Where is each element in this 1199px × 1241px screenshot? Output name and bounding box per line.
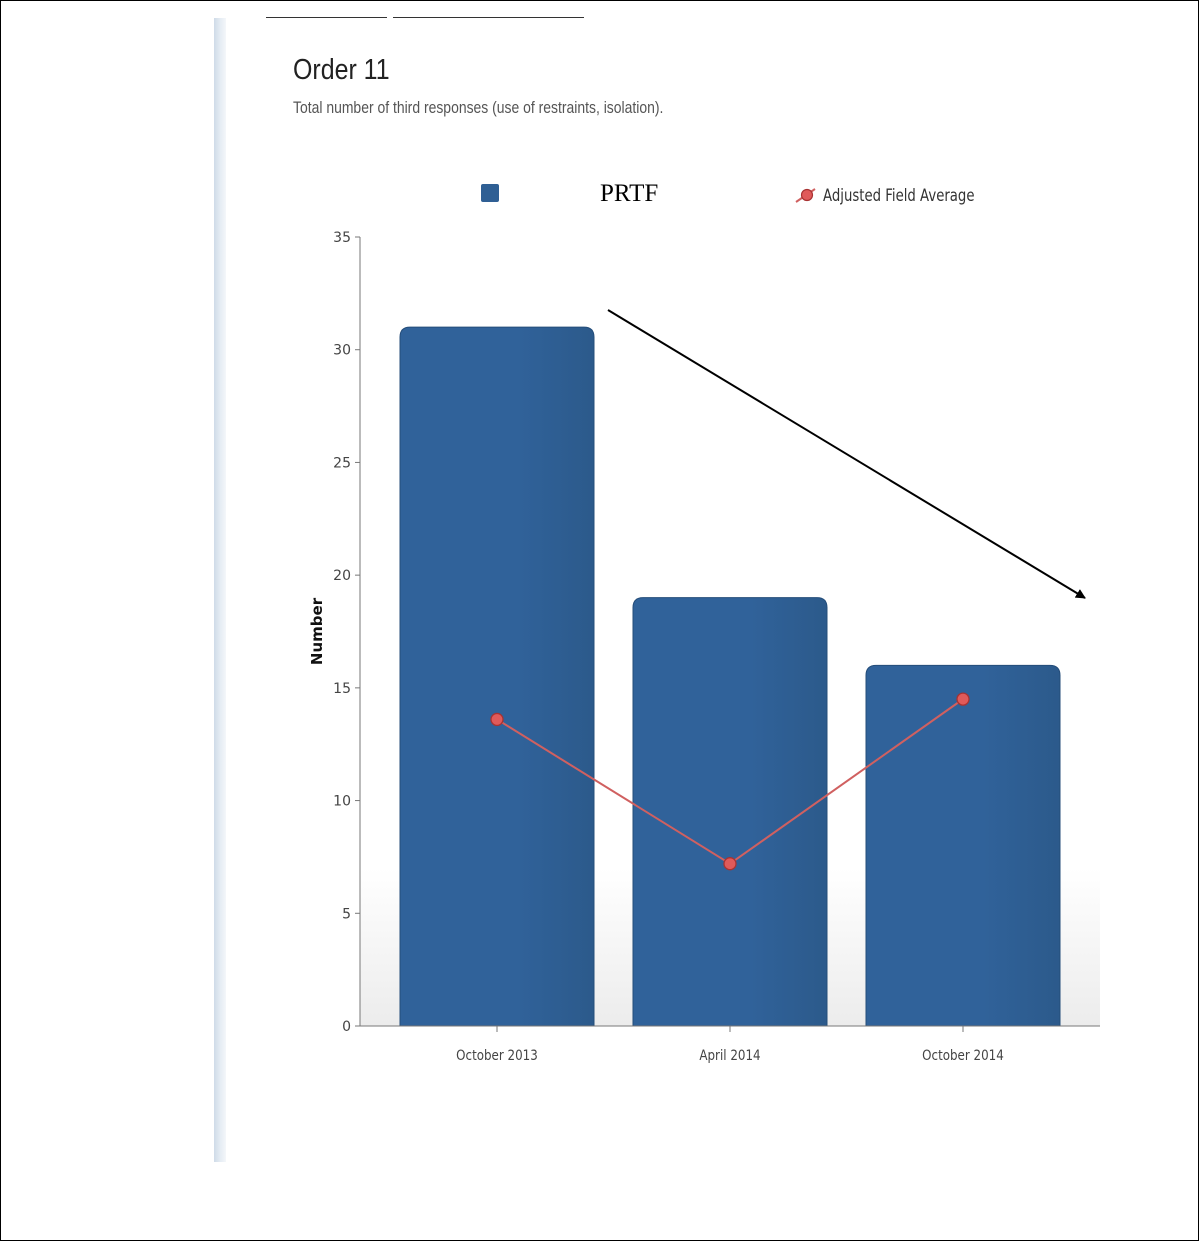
legend-prtf-label: PRTF: [600, 180, 659, 207]
y-tick-label: 30: [333, 343, 351, 359]
legend-average-label: Adjusted Field Average: [823, 186, 975, 206]
y-tick-label: 5: [342, 906, 351, 922]
y-tick-label: 0: [342, 1019, 351, 1035]
trend-arrow: [607, 309, 1086, 599]
average-point: [956, 692, 970, 706]
x-tick-label: October 2013: [456, 1048, 538, 1064]
average-point: [490, 712, 504, 727]
y-tick-label: 20: [333, 568, 351, 584]
y-axis-label: Number: [308, 597, 326, 665]
chart-subtitle: Total number of third responses (use of …: [293, 98, 664, 117]
bar: [865, 664, 1061, 1027]
top-tab-divider-left: [266, 17, 387, 18]
x-tick-label: October 2014: [922, 1048, 1004, 1064]
legend-average-marker-icon: [795, 188, 816, 203]
legend-prtf-swatch: [481, 184, 499, 202]
top-tab-divider-right: [393, 17, 584, 18]
average-point: [723, 857, 737, 871]
y-tick-label: 10: [333, 794, 351, 810]
bar: [399, 326, 595, 1027]
y-tick-label: 15: [333, 681, 351, 697]
y-tick-label: 35: [333, 230, 351, 246]
y-tick-label: 25: [333, 455, 351, 471]
bar: [632, 597, 828, 1027]
left-sidebar-strip: [214, 18, 226, 1162]
chart-title: Order 11: [293, 54, 390, 86]
x-tick-label: April 2014: [699, 1048, 760, 1064]
